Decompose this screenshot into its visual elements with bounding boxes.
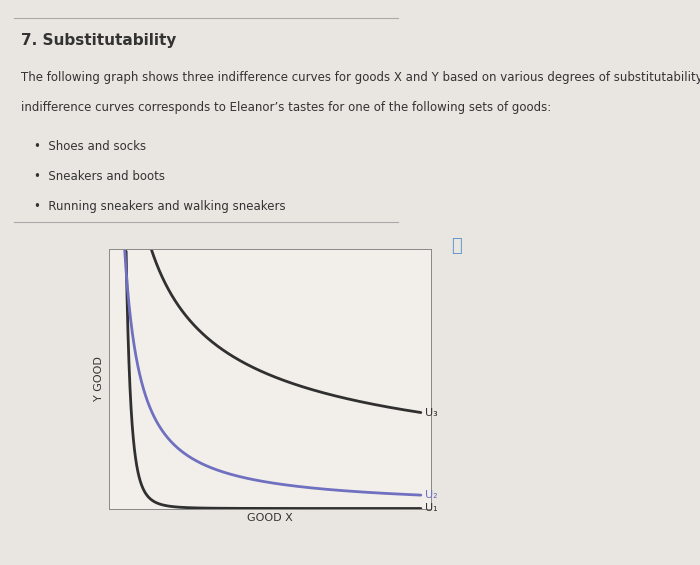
Text: •  Running sneakers and walking sneakers: • Running sneakers and walking sneakers: [34, 200, 286, 213]
Text: 7. Substitutability: 7. Substitutability: [21, 33, 176, 48]
Text: The following graph shows three indifference curves for goods X and Y based on v: The following graph shows three indiffer…: [21, 71, 700, 84]
Text: ⓘ: ⓘ: [452, 237, 462, 255]
Text: U₁: U₁: [425, 503, 438, 514]
Text: U₃: U₃: [425, 407, 438, 418]
Text: •  Sneakers and boots: • Sneakers and boots: [34, 170, 165, 183]
Text: •  Shoes and socks: • Shoes and socks: [34, 140, 146, 153]
Text: indifference curves corresponds to Eleanor’s tastes for one of the following set: indifference curves corresponds to Elean…: [21, 102, 551, 115]
Y-axis label: Y GOOD: Y GOOD: [94, 356, 104, 401]
Text: U₂: U₂: [425, 490, 438, 500]
X-axis label: GOOD X: GOOD X: [246, 512, 293, 523]
